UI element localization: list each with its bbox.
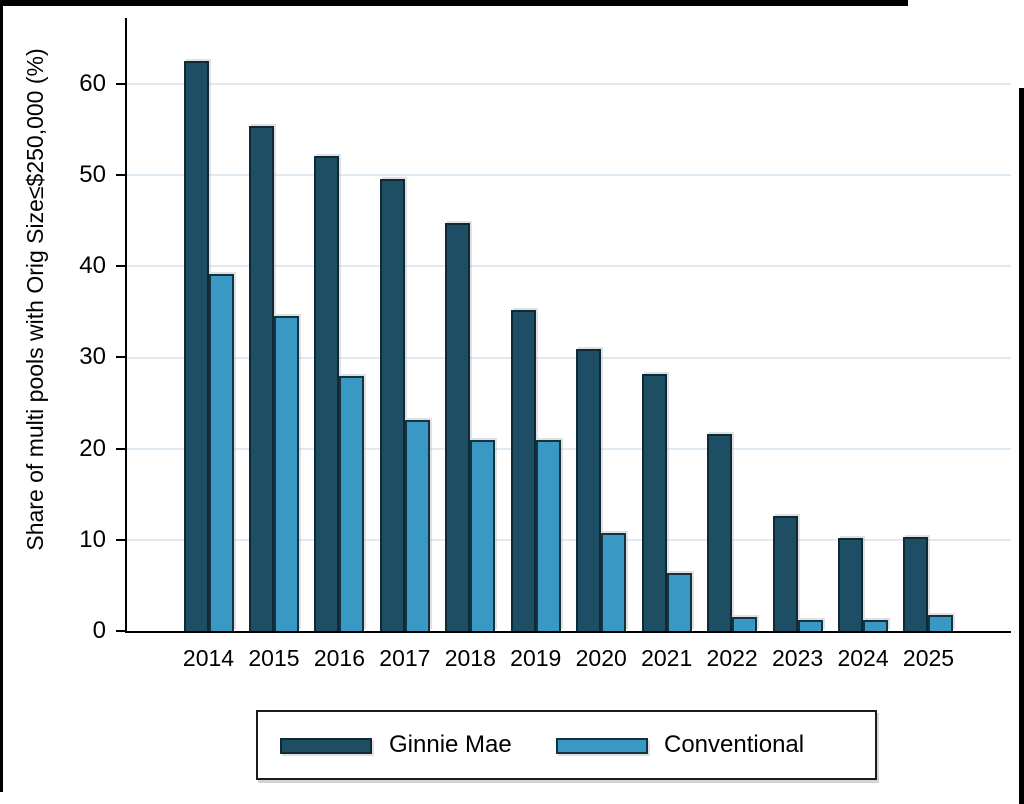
bar-ginnie-mae-2014 — [183, 61, 209, 631]
bar-conventional-2015 — [273, 315, 299, 631]
x-tick-label-2020: 2020 — [575, 645, 627, 671]
y-tick-40 — [116, 265, 125, 268]
x-tick-label-2019: 2019 — [510, 645, 562, 671]
x-tick-label-2023: 2023 — [771, 645, 824, 671]
bar-conventional-2019 — [535, 440, 561, 631]
x-tick-label-2016: 2016 — [313, 645, 365, 671]
gridline-50 — [127, 174, 1011, 177]
gridline-10 — [127, 538, 1011, 541]
bar-conventional-2014 — [208, 273, 234, 631]
gridline-60 — [127, 82, 1011, 85]
bar-conventional-2023 — [797, 620, 823, 631]
bar-ginnie-mae-2016 — [314, 156, 340, 631]
image-border-right — [1019, 88, 1024, 804]
y-tick-20 — [116, 447, 125, 450]
bar-conventional-2018 — [470, 440, 496, 631]
gridline-30 — [127, 356, 1011, 359]
x-tick-label-2021: 2021 — [641, 645, 693, 671]
legend: Ginnie Mae Conventional — [256, 710, 877, 780]
bar-conventional-2017 — [404, 420, 430, 631]
y-tick-label-40: 40 — [79, 252, 106, 280]
y-tick-label-10: 10 — [79, 525, 106, 553]
bar-conventional-2021 — [666, 572, 692, 631]
bar-ginnie-mae-2015 — [248, 125, 274, 631]
y-tick-label-50: 50 — [79, 161, 106, 189]
bar-ginnie-mae-2021 — [641, 373, 667, 631]
y-tick-label-20: 20 — [79, 434, 106, 462]
image-border-left — [0, 0, 3, 792]
bar-ginnie-mae-2020 — [576, 349, 602, 631]
bar-ginnie-mae-2018 — [445, 223, 471, 631]
y-tick-label-60: 60 — [79, 69, 106, 97]
y-tick-30 — [116, 356, 125, 359]
y-tick-50 — [116, 174, 125, 177]
x-tick-label-2017: 2017 — [379, 645, 431, 671]
x-tick-label-2015: 2015 — [248, 645, 300, 671]
bar-conventional-2025 — [928, 614, 954, 631]
x-tick-label-2025: 2025 — [902, 645, 955, 671]
image-border-top — [0, 0, 908, 6]
x-tick-label-2014: 2014 — [182, 645, 235, 671]
legend-swatch-conventional — [556, 738, 648, 754]
bar-ginnie-mae-2024 — [838, 538, 864, 631]
legend-label-conventional: Conventional — [664, 731, 805, 758]
bar-conventional-2020 — [601, 533, 627, 631]
y-tick-60 — [116, 82, 125, 85]
bar-ginnie-mae-2023 — [772, 516, 798, 631]
x-tick-label-2024: 2024 — [837, 645, 889, 671]
bar-ginnie-mae-2025 — [903, 537, 929, 631]
x-tick-label-2018: 2018 — [444, 645, 496, 671]
y-tick-label-30: 30 — [79, 343, 106, 371]
legend-swatch-ginnie-mae — [280, 738, 372, 754]
y-tick-label-0: 0 — [92, 617, 106, 644]
x-tick-label-2022: 2022 — [706, 645, 758, 671]
legend-label-ginnie-mae: Ginnie Mae — [389, 731, 512, 758]
y-tick-10 — [116, 538, 125, 541]
plot-area — [116, 18, 1011, 633]
bar-conventional-2022 — [732, 617, 758, 631]
y-axis-title: Share of multi pools with Orig Size≤$250… — [22, 48, 48, 551]
bar-ginnie-mae-2019 — [510, 310, 536, 631]
y-tick-0 — [116, 630, 125, 632]
gridline-40 — [127, 265, 1011, 268]
bar-ginnie-mae-2022 — [707, 434, 733, 631]
bar-ginnie-mae-2017 — [379, 178, 405, 631]
gridline-20 — [127, 447, 1011, 450]
bar-conventional-2024 — [863, 620, 889, 631]
bar-conventional-2016 — [339, 375, 365, 631]
